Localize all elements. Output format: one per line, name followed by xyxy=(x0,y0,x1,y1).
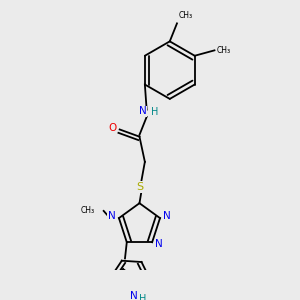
Text: H: H xyxy=(139,294,146,300)
Text: N: N xyxy=(139,106,147,116)
Text: N: N xyxy=(130,291,137,300)
Text: N: N xyxy=(108,211,116,221)
Text: S: S xyxy=(136,182,143,192)
Text: H: H xyxy=(151,107,158,117)
Text: CH₃: CH₃ xyxy=(216,46,230,55)
Text: N: N xyxy=(155,239,163,249)
Text: CH₃: CH₃ xyxy=(179,11,193,20)
Text: O: O xyxy=(108,123,117,133)
Text: N: N xyxy=(163,211,171,221)
Text: CH₃: CH₃ xyxy=(80,206,95,215)
